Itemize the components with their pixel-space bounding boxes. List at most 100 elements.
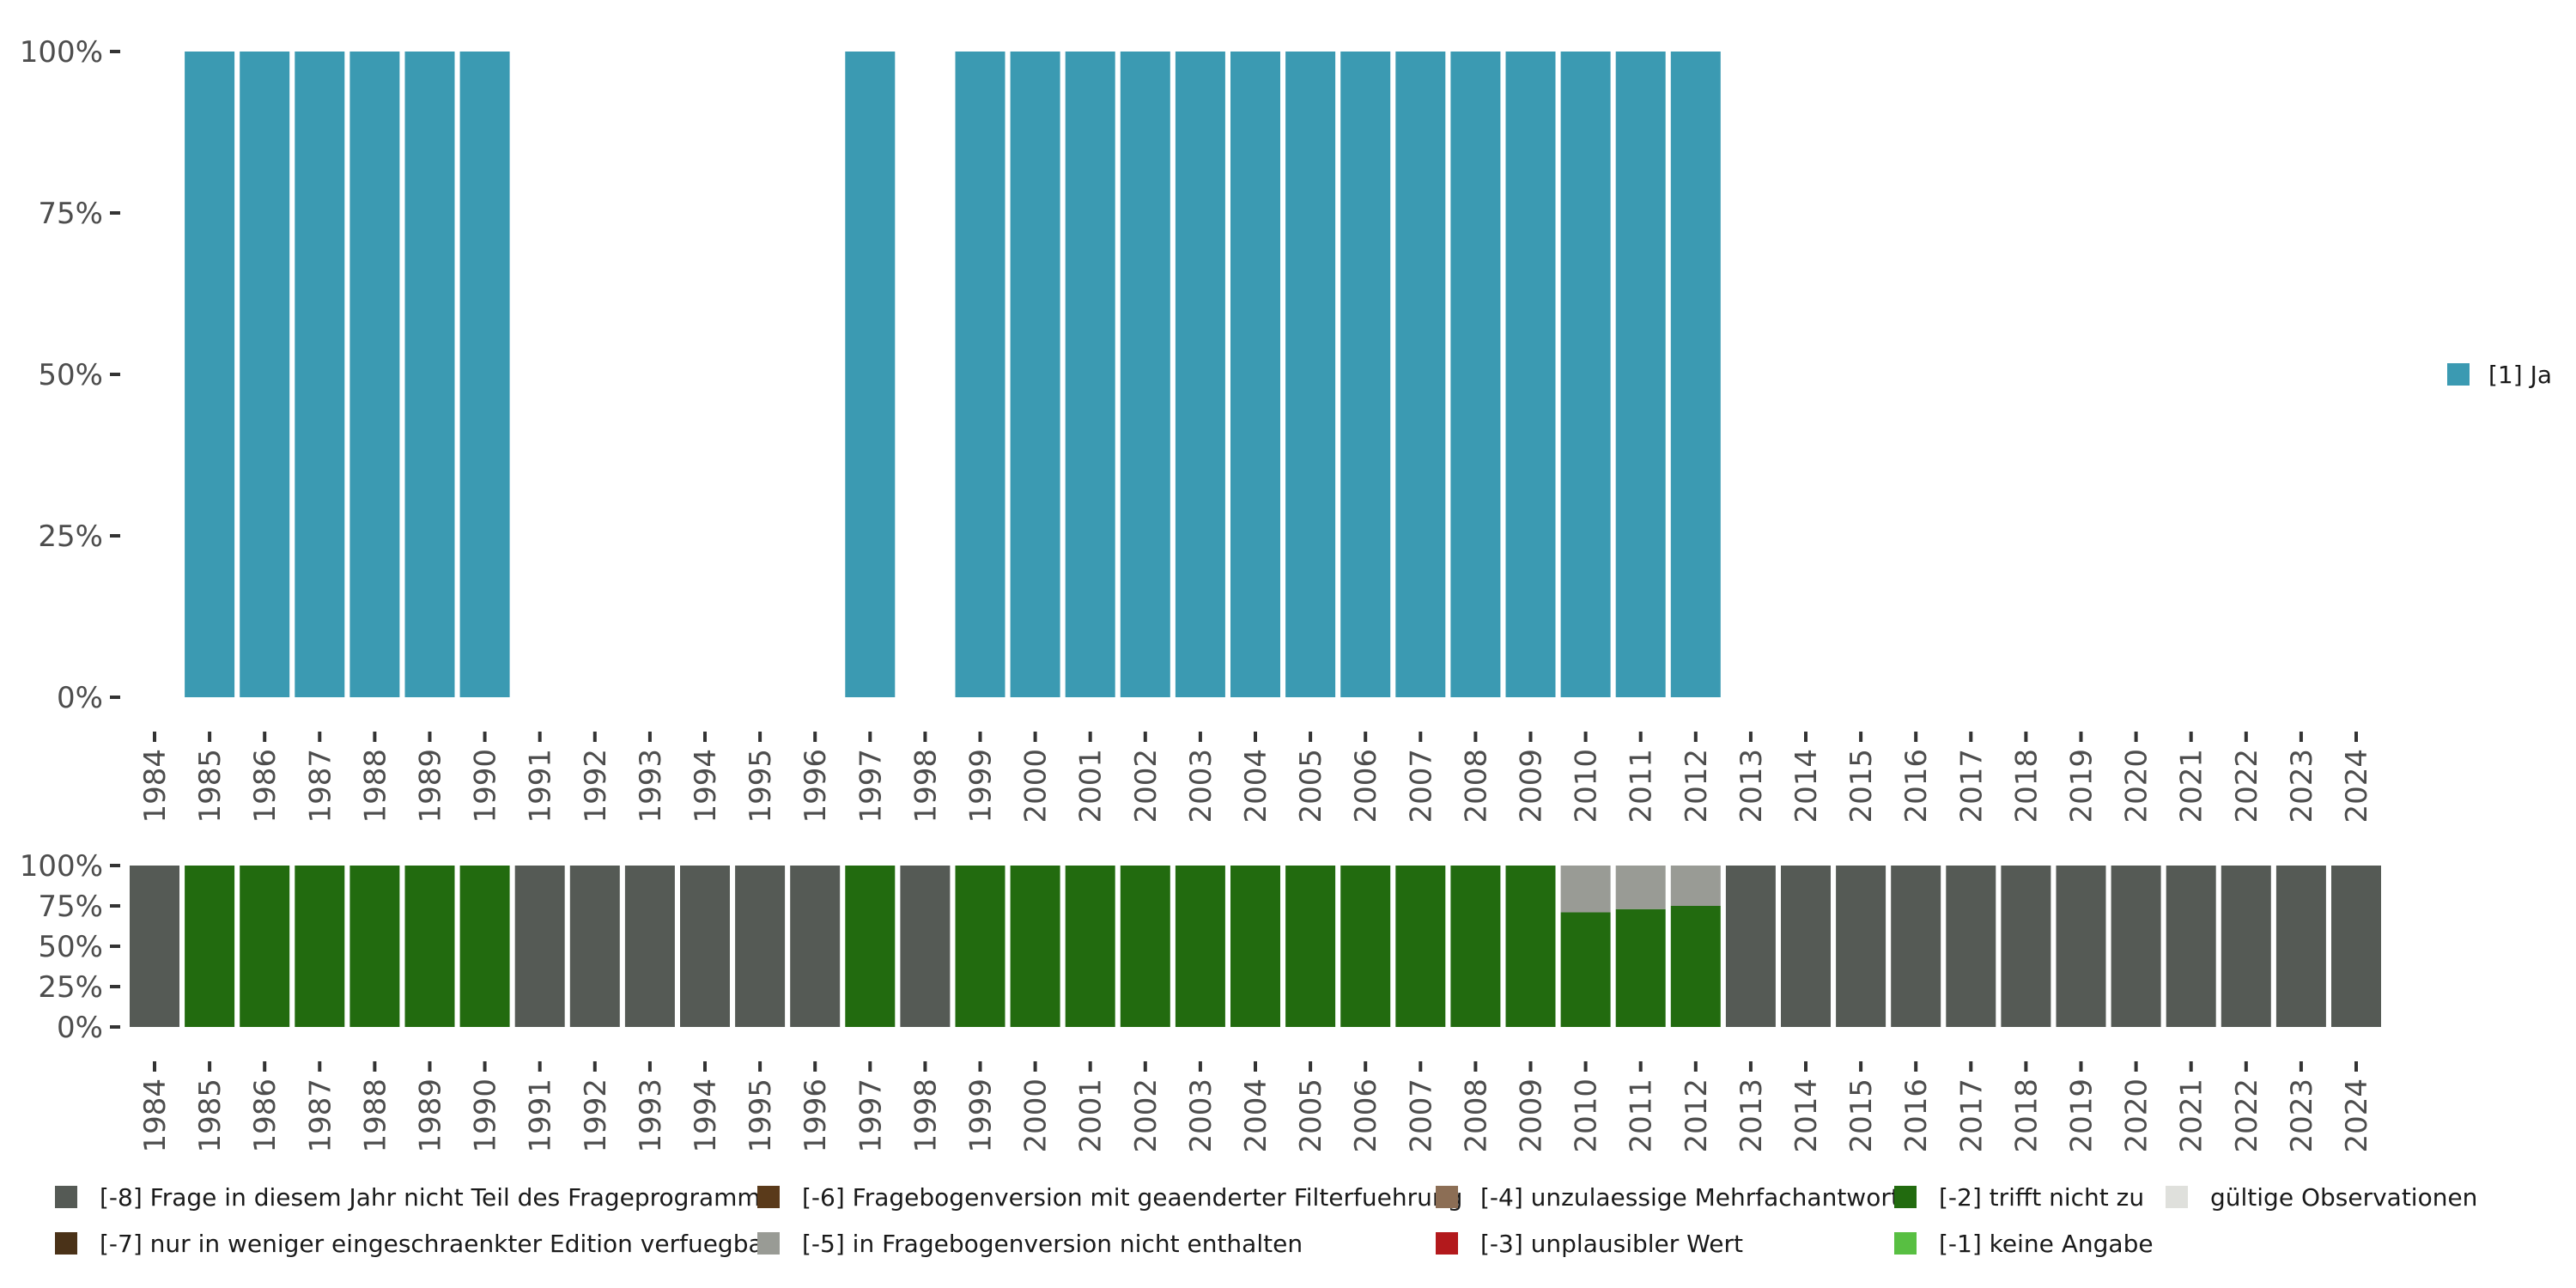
- x-tick-label: 2007: [1404, 749, 1438, 823]
- x-tick-label: 1989: [414, 749, 448, 823]
- x-tick-label: 1992: [579, 1078, 613, 1153]
- bar-2005--2-trifft-nicht-zu: [1285, 866, 1336, 1027]
- bar-1988--2-trifft-nicht-zu: [349, 866, 400, 1027]
- x-tick-label: 2022: [2230, 1078, 2264, 1153]
- top-chart: 0% 25% 50% 75% 100% 1984 1985 1986 1987 1988 1989 1…: [20, 35, 2374, 823]
- bar-1990--2-trifft-nicht-zu: [459, 866, 510, 1027]
- bar-1996--8-frage-in-diesem-jahr-nicht-teil-des-frageprogramms: [790, 866, 841, 1027]
- bar-2009--1-ja: [1505, 52, 1556, 697]
- x-tick-label: 1984: [138, 749, 173, 823]
- legend-label: [-2] trifft nicht zu: [1939, 1183, 2144, 1212]
- bar-2000--1-ja: [1010, 52, 1060, 697]
- bar-1989--2-trifft-nicht-zu: [404, 866, 455, 1027]
- x-tick-label: 1986: [248, 1078, 283, 1153]
- x-tick-label: 2018: [2009, 1078, 2044, 1153]
- bar-2007--1-ja: [1395, 52, 1446, 697]
- bar-2017--8-frage-in-diesem-jahr-nicht-teil-des-frageprogramms: [1946, 866, 1996, 1027]
- x-tick-label: 2024: [2340, 749, 2374, 823]
- x-tick-label: 2014: [1789, 749, 1824, 823]
- x-tick-label: 2015: [1844, 749, 1879, 823]
- x-tick-label: 2005: [1294, 749, 1328, 823]
- bar-2024--8-frage-in-diesem-jahr-nicht-teil-des-frageprogramms: [2331, 866, 2381, 1027]
- x-tick-label: 2006: [1349, 749, 1383, 823]
- x-tick-label: 2004: [1239, 749, 1273, 823]
- x-tick-label: 2002: [1129, 749, 1163, 823]
- x-tick-label: 2003: [1184, 1078, 1218, 1153]
- x-tick-label: 1996: [799, 749, 833, 823]
- bar-2021--8-frage-in-diesem-jahr-nicht-teil-des-frageprogramms: [2166, 866, 2216, 1027]
- x-tick-label: 2021: [2175, 1078, 2209, 1153]
- bar-1998--8-frage-in-diesem-jahr-nicht-teil-des-frageprogramms: [900, 866, 951, 1027]
- bar-2012--5-in-fragebogenversion-nicht-enthalten: [1670, 866, 1721, 906]
- bar-2019--8-frage-in-diesem-jahr-nicht-teil-des-frageprogramms: [2056, 866, 2106, 1027]
- x-tick-label: 2001: [1074, 1078, 1109, 1153]
- bar-2003--1-ja: [1175, 52, 1225, 697]
- x-tick-label: 2012: [1680, 749, 1714, 823]
- x-tick-label: 2024: [2340, 1078, 2374, 1153]
- bar-1988--1-ja: [349, 52, 400, 697]
- x-tick-label: 2017: [1954, 1078, 1989, 1153]
- bar-1995--8-frage-in-diesem-jahr-nicht-teil-des-frageprogramms: [735, 866, 786, 1027]
- bar-1989--1-ja: [404, 52, 455, 697]
- bar-2000--2-trifft-nicht-zu: [1010, 866, 1060, 1027]
- y-tick-label: 25%: [38, 970, 103, 1005]
- bar-2012--2-trifft-nicht-zu: [1670, 906, 1721, 1027]
- x-tick-label: 2013: [1735, 749, 1769, 823]
- bar-2008--1-ja: [1450, 52, 1501, 697]
- legend-bottom: [-8] Frage in diesem Jahr nicht Teil des…: [55, 1183, 2477, 1258]
- legend-label: gültige Observationen: [2210, 1183, 2477, 1212]
- bar-1984--8-frage-in-diesem-jahr-nicht-teil-des-frageprogramms: [130, 866, 179, 1027]
- x-tick-label: 1993: [634, 749, 668, 823]
- x-tick-label: 1988: [358, 749, 392, 823]
- bar-2023--8-frage-in-diesem-jahr-nicht-teil-des-frageprogramms: [2275, 866, 2326, 1027]
- x-tick-label: 2011: [1625, 1078, 1659, 1153]
- x-tick-label: 1993: [634, 1078, 668, 1153]
- x-tick-label: 1999: [964, 1078, 999, 1153]
- x-tick-label: 1985: [193, 749, 228, 823]
- x-tick-label: 2006: [1349, 1078, 1383, 1153]
- bar-2004--2-trifft-nicht-zu: [1230, 866, 1280, 1027]
- legend-swatch: [2447, 363, 2470, 386]
- bar-2018--8-frage-in-diesem-jahr-nicht-teil-des-frageprogramms: [2001, 866, 2051, 1027]
- x-tick-label: 2003: [1184, 749, 1218, 823]
- bar-1993--8-frage-in-diesem-jahr-nicht-teil-des-frageprogramms: [624, 866, 675, 1027]
- x-tick-label: 2000: [1019, 749, 1054, 823]
- x-tick-label: 1992: [579, 749, 613, 823]
- bar-1997--2-trifft-nicht-zu: [845, 866, 896, 1027]
- x-tick-label: 2010: [1570, 749, 1604, 823]
- bar-2010--5-in-fragebogenversion-nicht-enthalten: [1560, 866, 1611, 913]
- x-tick-label: 2023: [2285, 1078, 2319, 1153]
- y-tick-label: 100%: [20, 849, 103, 884]
- x-tick-label: 2004: [1239, 1078, 1273, 1153]
- x-tick-label: 2008: [1459, 1078, 1493, 1153]
- x-tick-label: 2011: [1625, 749, 1659, 823]
- bar-2001--1-ja: [1065, 52, 1115, 697]
- bar-1999--1-ja: [955, 52, 1005, 697]
- x-tick-label: 1997: [854, 1078, 888, 1153]
- x-tick-label: 1998: [908, 1078, 943, 1153]
- bar-1986--1-ja: [240, 52, 290, 697]
- legend-swatch: [1894, 1186, 1917, 1208]
- y-tick-label: 25%: [38, 519, 103, 554]
- x-tick-label: 2000: [1019, 1078, 1054, 1153]
- legend-label: [-8] Frage in diesem Jahr nicht Teil des…: [100, 1183, 773, 1212]
- bar-1990--1-ja: [459, 52, 510, 697]
- y-tick-label: 0%: [57, 681, 103, 715]
- legend-label: [-5] in Fragebogenversion nicht enthalte…: [802, 1230, 1303, 1258]
- bar-1987--2-trifft-nicht-zu: [295, 866, 345, 1027]
- legend-top: [1] Ja: [2447, 361, 2552, 389]
- legend-swatch: [757, 1232, 780, 1255]
- x-tick-label: 2019: [2065, 1078, 2099, 1153]
- x-tick-label: 2010: [1570, 1078, 1604, 1153]
- x-tick-label: 2016: [1899, 1078, 1934, 1153]
- x-tick-label: 2007: [1404, 1078, 1438, 1153]
- bar-1987--1-ja: [295, 52, 345, 697]
- x-tick-label: 1995: [744, 1078, 778, 1153]
- x-tick-label: 1991: [524, 1078, 558, 1153]
- x-tick-label: 1994: [689, 1078, 723, 1153]
- bar-2006--1-ja: [1340, 52, 1391, 697]
- bar-1992--8-frage-in-diesem-jahr-nicht-teil-des-frageprogramms: [569, 866, 620, 1027]
- x-tick-label: 2021: [2175, 749, 2209, 823]
- bar-2014--8-frage-in-diesem-jahr-nicht-teil-des-frageprogramms: [1781, 866, 1831, 1027]
